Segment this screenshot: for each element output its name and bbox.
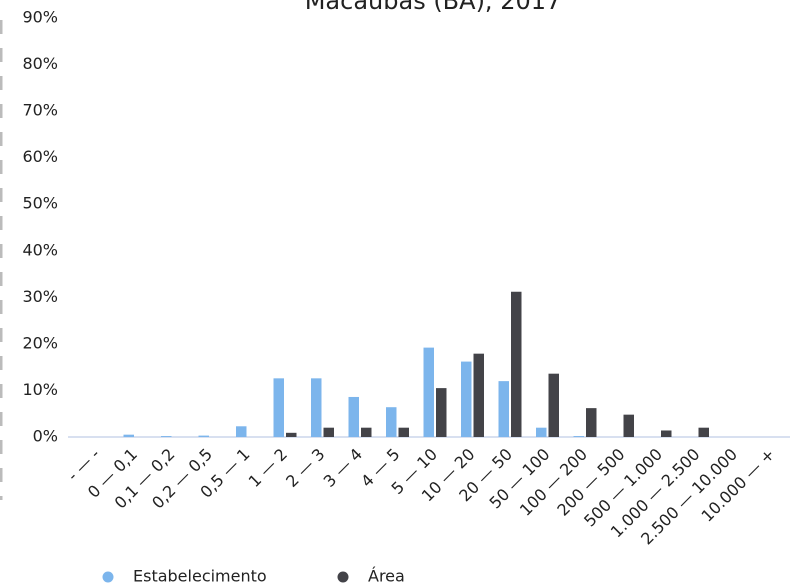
bar: [236, 426, 247, 437]
bar: [198, 435, 209, 437]
y-tick-label: 40%: [22, 240, 58, 259]
legend-label: Estabelecimento: [133, 567, 267, 586]
y-tick-label: 30%: [22, 287, 58, 306]
bar: [661, 430, 672, 437]
bar: [548, 373, 559, 437]
bar: [623, 414, 634, 437]
bar: [311, 378, 322, 437]
y-tick-label: 80%: [22, 54, 58, 73]
bar: [436, 388, 447, 437]
bar: [123, 434, 134, 437]
y-tick-label: 0%: [33, 427, 58, 446]
y-tick-label: 50%: [22, 194, 58, 213]
bar: [323, 427, 334, 437]
bar: [511, 291, 522, 437]
bar: [498, 381, 509, 437]
y-tick-label: 20%: [22, 333, 58, 352]
bar: [273, 378, 284, 437]
bar: [386, 407, 397, 437]
bar: [461, 361, 472, 437]
y-tick-label: 60%: [22, 147, 58, 166]
bar: [423, 347, 434, 437]
x-tick-label: 3 — 4: [320, 445, 366, 491]
y-tick-label: 70%: [22, 101, 58, 120]
bar: [698, 427, 709, 437]
bar: [536, 427, 547, 437]
x-tick-label: 1 — 2: [245, 445, 291, 491]
y-tick-label: 90%: [22, 8, 58, 27]
bar: [361, 427, 372, 437]
legend-label: Área: [368, 567, 405, 586]
legend-marker: [337, 571, 349, 583]
bar: [473, 353, 484, 437]
bar: [161, 436, 172, 437]
bar: [348, 396, 359, 437]
x-tick-label: 2 — 3: [282, 445, 328, 491]
bar: [573, 436, 584, 437]
legend-marker: [102, 571, 114, 583]
bar: [286, 432, 297, 437]
bar: [398, 427, 409, 437]
bar: [586, 408, 597, 437]
y-tick-label: 10%: [22, 380, 58, 399]
chart-title: Macaúbas (BA), 2017: [305, 0, 562, 15]
